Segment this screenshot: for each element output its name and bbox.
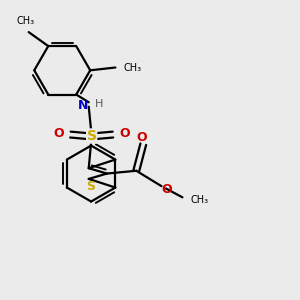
- Text: CH₃: CH₃: [191, 195, 209, 205]
- Text: S: S: [87, 129, 97, 143]
- Text: O: O: [136, 131, 147, 144]
- Text: O: O: [53, 127, 64, 140]
- Text: O: O: [119, 127, 130, 140]
- Text: O: O: [161, 183, 172, 196]
- Text: S: S: [86, 180, 95, 193]
- Text: H: H: [95, 99, 103, 109]
- Text: CH₃: CH₃: [17, 16, 35, 26]
- Text: N: N: [78, 99, 88, 112]
- Text: CH₃: CH₃: [124, 62, 142, 73]
